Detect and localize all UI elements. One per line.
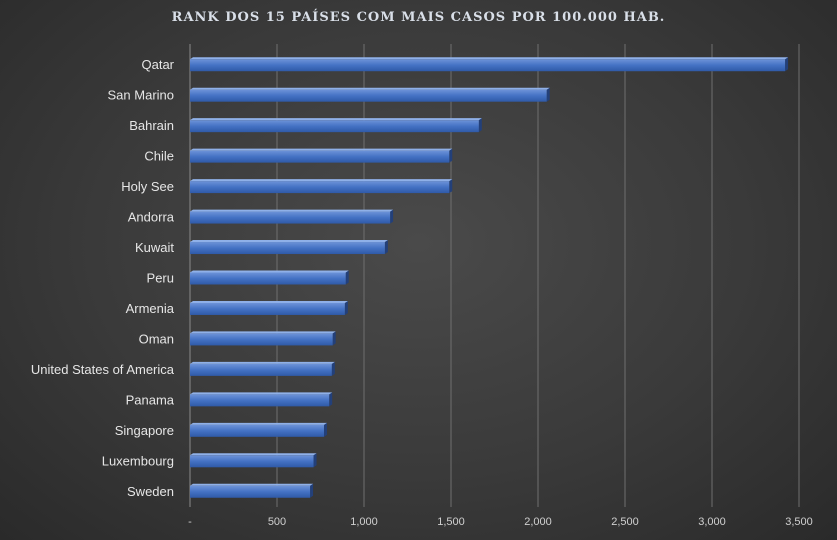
- bar: [190, 240, 388, 255]
- bar-side: [344, 300, 348, 315]
- bars: [190, 57, 789, 498]
- category-label: United States of America: [31, 362, 175, 377]
- bar: [190, 87, 550, 102]
- category-label: Andorra: [128, 210, 175, 225]
- bar: [190, 148, 453, 163]
- bar-face: [190, 89, 547, 102]
- bar-face: [190, 455, 314, 468]
- bar-side: [449, 148, 453, 163]
- bar: [190, 483, 314, 498]
- bar-face: [190, 485, 311, 498]
- bar-side: [329, 392, 333, 407]
- x-tick-label: 3,500: [785, 516, 813, 528]
- category-label: Holy See: [121, 179, 174, 194]
- bar: [190, 118, 482, 133]
- bar-face: [190, 424, 324, 437]
- bar-face: [190, 211, 391, 224]
- category-label: Kuwait: [135, 240, 174, 255]
- x-tick-label: 2,000: [524, 516, 552, 528]
- bar-top: [190, 179, 453, 182]
- bar-face: [190, 181, 450, 194]
- bar-side: [785, 57, 789, 72]
- category-labels: Qatar San Marino Bahrain Chile Holy See Andor…: [31, 57, 175, 499]
- bar-top: [190, 361, 335, 364]
- bar-side: [332, 331, 336, 346]
- bar-top: [190, 209, 394, 212]
- bar-top: [190, 483, 314, 486]
- bar-top: [190, 392, 333, 395]
- x-tick-label: 500: [268, 516, 286, 528]
- category-label: Chile: [144, 149, 174, 164]
- x-tick-label: 2,500: [611, 516, 639, 528]
- category-label: Panama: [126, 392, 175, 407]
- bar-top: [190, 453, 317, 456]
- category-label: Qatar: [141, 57, 174, 72]
- bar-face: [190, 394, 330, 407]
- bar-top: [190, 87, 550, 90]
- bar-side: [345, 270, 349, 285]
- bar-side: [449, 179, 453, 194]
- bar: [190, 179, 453, 194]
- x-tick-labels: - 500 1,000 1,500 2,000 2,500 3,000 3,500: [188, 516, 813, 528]
- bar-side: [323, 422, 327, 437]
- category-label: Peru: [147, 271, 174, 286]
- bar: [190, 453, 317, 468]
- bar-face: [190, 59, 786, 72]
- bar-side: [310, 483, 314, 498]
- category-label: San Marino: [108, 88, 174, 103]
- bar-top: [190, 422, 327, 425]
- x-tick-label: 1,000: [350, 516, 378, 528]
- bar: [190, 300, 348, 315]
- bar-face: [190, 242, 385, 255]
- bar-side: [546, 87, 550, 102]
- bar-face: [190, 333, 333, 346]
- category-label: Bahrain: [129, 118, 174, 133]
- category-label: Luxembourg: [102, 453, 174, 468]
- bar: [190, 422, 327, 437]
- bar: [190, 361, 335, 376]
- bar-side: [384, 240, 388, 255]
- bar-top: [190, 331, 336, 334]
- bar-top: [190, 300, 348, 303]
- bar-face: [190, 150, 450, 163]
- bar-top: [190, 148, 453, 151]
- category-label: Oman: [139, 331, 174, 346]
- bar: [190, 270, 349, 285]
- category-label: Singapore: [115, 423, 174, 438]
- x-tick-label: -: [188, 516, 192, 528]
- x-tick-label: 1,500: [437, 516, 465, 528]
- bar: [190, 392, 333, 407]
- bar-top: [190, 240, 388, 243]
- category-label: Sweden: [127, 484, 174, 499]
- bar-face: [190, 363, 332, 376]
- bar-top: [190, 118, 482, 121]
- bar: [190, 57, 789, 72]
- bar-side: [478, 118, 482, 133]
- chart-title: RANK DOS 15 PAÍSES COM MAIS CASOS POR 10…: [171, 10, 666, 25]
- bar-face: [190, 120, 479, 133]
- category-label: Armenia: [126, 301, 175, 316]
- bar: [190, 209, 394, 224]
- bar-side: [331, 361, 335, 376]
- bar-face: [190, 302, 345, 315]
- bar-top: [190, 270, 349, 273]
- bar: [190, 331, 336, 346]
- bar-top: [190, 57, 789, 60]
- bar-side: [390, 209, 394, 224]
- bar-side: [313, 453, 317, 468]
- bar-face: [190, 272, 346, 285]
- x-tick-label: 3,000: [698, 516, 726, 528]
